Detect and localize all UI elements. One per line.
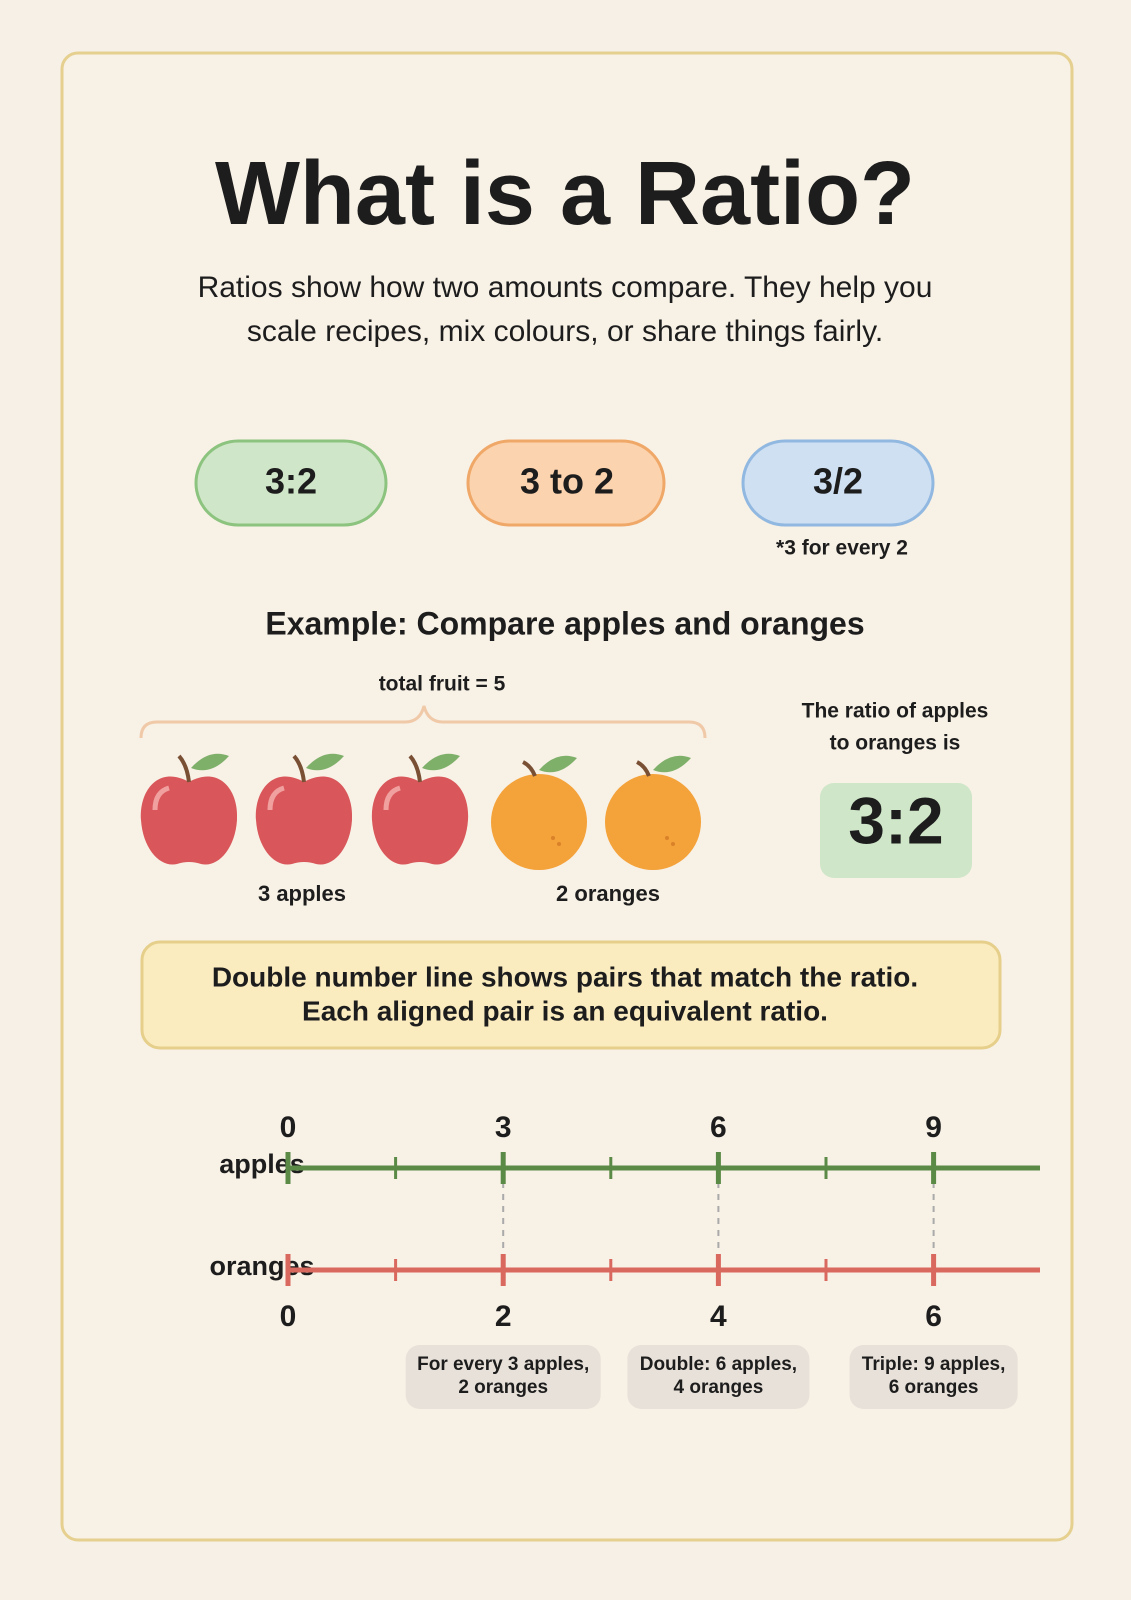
result: 3:2 — [848, 783, 943, 857]
title: What is a Ratio? — [215, 144, 915, 244]
apples-label: 3 apples — [258, 881, 346, 906]
note-box — [849, 1345, 1018, 1409]
tick-label: 2 — [495, 1300, 512, 1333]
note-line: Double: 6 apples, — [640, 1354, 797, 1375]
pill — [741, 439, 935, 527]
pill-label: 3 to 2 — [520, 461, 614, 502]
note-line: 2 oranges — [458, 1377, 548, 1398]
tick-label: 0 — [280, 1300, 297, 1333]
result-text: The ratio of apples — [802, 700, 989, 723]
oranges — [491, 755, 701, 870]
tick-label: 0 — [280, 1111, 297, 1144]
row-name: oranges — [209, 1251, 314, 1281]
row-name: apples — [219, 1149, 305, 1179]
tick-label: 9 — [925, 1111, 942, 1144]
note-line: 4 oranges — [674, 1377, 764, 1398]
apples — [140, 753, 469, 865]
tick-label: 6 — [710, 1111, 727, 1144]
brace — [139, 705, 707, 739]
brace-label: total fruit = 5 — [379, 673, 506, 696]
oranges-label: 2 oranges — [556, 881, 660, 906]
tick-label: 3 — [495, 1111, 512, 1144]
tick-label: 6 — [925, 1300, 942, 1333]
example-heading: Example: Compare apples and oranges — [265, 605, 864, 641]
intro-line: scale recipes, mix colours, or share thi… — [247, 315, 883, 348]
callout-line: Double number line shows pairs that matc… — [212, 961, 918, 992]
note-box — [627, 1345, 810, 1409]
note-line: For every 3 apples, — [417, 1354, 589, 1375]
note-box — [405, 1345, 601, 1409]
intro-line: Ratios show how two amounts compare. The… — [198, 271, 933, 304]
result-box — [820, 783, 972, 878]
pill-label: 3:2 — [265, 461, 317, 502]
callout — [140, 940, 1002, 1050]
pill — [466, 439, 666, 527]
pill-note: *3 for every 2 — [776, 537, 908, 560]
double-number-line: apples 0 3 6 9 oranges 0 2 4 6 For every 3 apples,… — [209, 1111, 1040, 1409]
tick-label: 4 — [710, 1300, 727, 1333]
result-text: to oranges is — [830, 732, 961, 755]
note-line: 6 oranges — [889, 1377, 979, 1398]
pill-label: 3/2 — [813, 461, 863, 502]
note-line: Triple: 9 apples, — [862, 1354, 1006, 1375]
callout-line: Each aligned pair is an equivalent ratio… — [302, 995, 828, 1026]
pill — [194, 439, 388, 527]
